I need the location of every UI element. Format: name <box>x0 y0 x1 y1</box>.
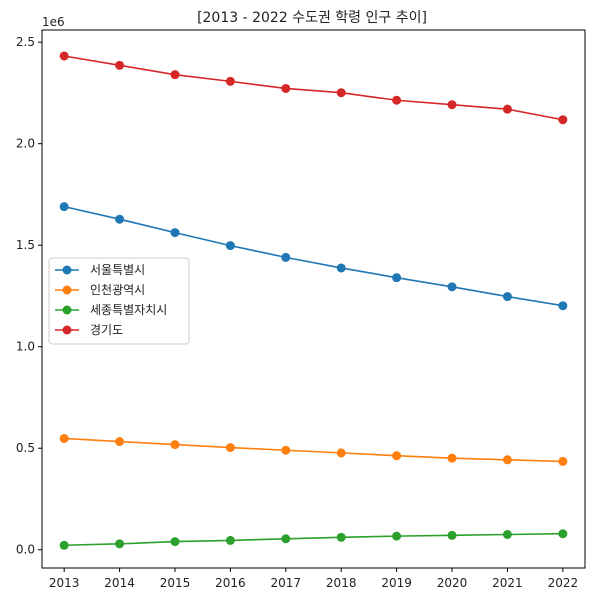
data-point <box>281 252 291 262</box>
data-point <box>392 451 402 461</box>
data-point <box>447 453 457 463</box>
series-layer <box>59 51 568 550</box>
data-point <box>558 115 568 125</box>
data-point <box>336 88 346 98</box>
x-tick-label: 2017 <box>271 576 302 590</box>
data-point <box>170 228 180 238</box>
data-point <box>225 443 235 453</box>
x-tick-label: 2015 <box>160 576 191 590</box>
data-point <box>558 529 568 539</box>
x-tick-label: 2013 <box>49 576 80 590</box>
data-point <box>59 51 69 61</box>
x-tick-label: 2021 <box>492 576 523 590</box>
y-tick-label: 0.5 <box>16 441 35 455</box>
x-tick-label: 2022 <box>548 576 579 590</box>
data-point <box>170 537 180 547</box>
data-point <box>502 530 512 540</box>
legend-label: 서울특별시 <box>90 263 145 277</box>
data-point <box>59 540 69 550</box>
legend-box <box>48 257 190 345</box>
chart-title: [2013 - 2022 수도권 학령 인구 추이] <box>197 10 427 26</box>
data-point <box>336 532 346 542</box>
x-tick-label: 2014 <box>104 576 135 590</box>
data-point <box>115 60 125 70</box>
series-2 <box>59 433 568 466</box>
series-1 <box>59 202 568 311</box>
data-point <box>447 282 457 292</box>
data-point <box>336 263 346 273</box>
series-line <box>64 532 563 547</box>
data-point <box>502 292 512 302</box>
data-point <box>170 440 180 450</box>
data-point <box>225 535 235 545</box>
data-point <box>447 530 457 540</box>
legend-item: 세종특별자치시 <box>55 303 167 317</box>
y-axis: 0.0 0.5 1.0 1.5 2.0 2.5 <box>16 35 42 557</box>
y-tick-label: 2.0 <box>16 137 35 151</box>
data-point <box>392 531 402 541</box>
y-tick-label: 0.0 <box>16 543 35 557</box>
x-tick-label: 2019 <box>381 576 412 590</box>
data-point <box>115 539 125 549</box>
data-point <box>558 456 568 466</box>
y-tick-label: 1.5 <box>16 238 35 252</box>
data-point <box>392 273 402 283</box>
y-offset-label: 1e6 <box>42 15 65 29</box>
series-line <box>63 205 563 307</box>
data-point <box>59 202 69 212</box>
legend-item: 서울특별시 <box>55 263 145 277</box>
data-point <box>502 455 512 465</box>
series-3 <box>59 529 568 550</box>
data-point <box>59 433 69 443</box>
data-point <box>281 534 291 544</box>
data-point <box>281 83 291 93</box>
legend-label: 세종특별자치시 <box>90 303 167 317</box>
legend-item: 경기도 <box>55 323 123 337</box>
data-point <box>115 214 125 224</box>
data-point <box>281 445 291 455</box>
series-line <box>64 55 563 121</box>
data-point <box>336 448 346 458</box>
data-point <box>392 95 402 105</box>
x-tick-label: 2018 <box>326 576 357 590</box>
data-point <box>225 241 235 251</box>
series-line <box>64 437 563 463</box>
legend-marker <box>62 325 72 335</box>
legend-item: 인천광역시 <box>55 282 145 297</box>
x-tick-label: 2020 <box>437 576 468 590</box>
legend-marker <box>62 285 72 295</box>
legend-marker <box>62 265 72 275</box>
series-4 <box>59 51 568 125</box>
legend-marker <box>62 305 72 315</box>
legend-label: 경기도 <box>90 323 123 337</box>
data-point <box>115 437 125 447</box>
y-tick-label: 2.5 <box>16 35 35 49</box>
y-tick-label: 1.0 <box>16 340 35 354</box>
data-point <box>447 100 457 110</box>
x-tick-label: 2016 <box>215 576 246 590</box>
data-point <box>502 104 512 114</box>
plot-frame <box>41 29 586 569</box>
plot-area <box>41 29 586 569</box>
data-point <box>558 301 568 311</box>
legend-label: 인천광역시 <box>90 282 145 297</box>
data-point <box>225 76 235 86</box>
data-point <box>170 70 180 80</box>
x-axis: 2013 2014 2015 2016 2017 2018 2019 2020 2021 2022 <box>49 568 578 590</box>
